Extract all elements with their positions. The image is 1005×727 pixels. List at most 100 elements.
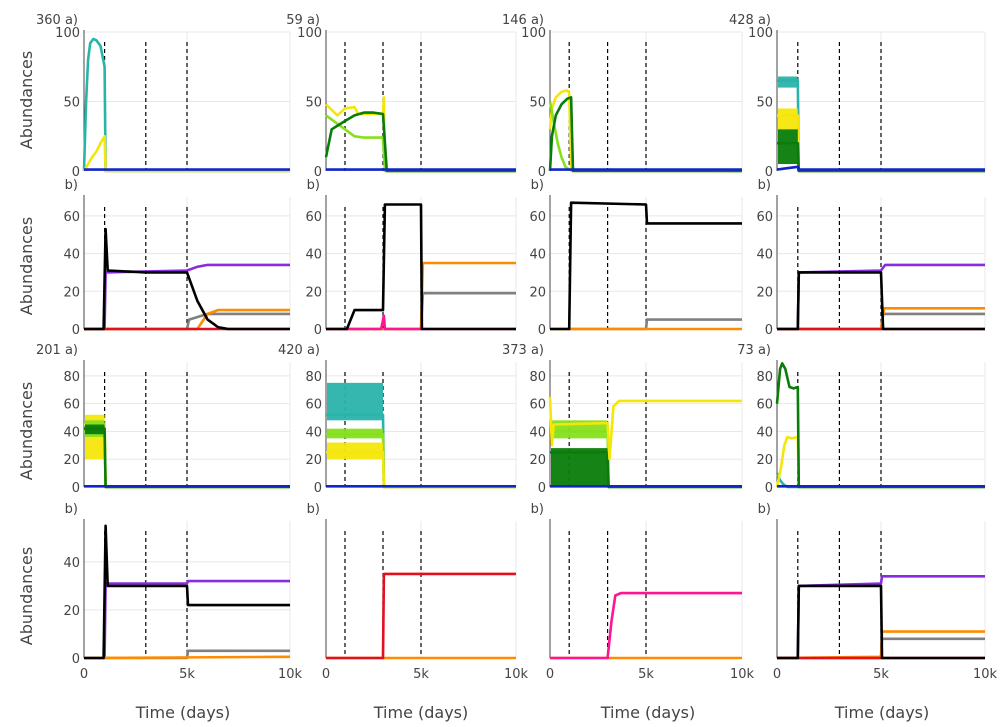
panel-label: 146 a)	[502, 13, 544, 28]
panel-r1c2: 0 20 40 60 b)	[529, 178, 743, 338]
panel-r2c2: 0 20 40 60 80 373 a)	[502, 343, 743, 496]
panel-r3c3: 0 5k 10k b)	[758, 502, 998, 682]
y-tick-label: 0	[765, 481, 773, 496]
series-band-green	[778, 129, 798, 165]
y-axis-title-row2: Abundances	[17, 217, 36, 315]
y-tick-label: 20	[756, 285, 773, 300]
y-tick-label: 20	[756, 453, 773, 468]
series-line-yellow	[548, 396, 742, 461]
panel-label: b)	[307, 178, 320, 193]
y-tick-label: 40	[305, 248, 322, 263]
y-tick-label: 20	[305, 285, 322, 300]
panel-label: 420 a)	[278, 343, 320, 358]
series-line-black	[550, 201, 742, 331]
series-line-black	[777, 271, 985, 331]
series-line-black	[326, 203, 516, 331]
y-tick-label: 40	[756, 248, 773, 263]
y-tick-label: 40	[63, 425, 80, 440]
panel-r2c0: 0 20 40 60 80 201 a)	[36, 343, 291, 496]
series-line-orange	[83, 655, 291, 660]
series-band-yellow	[327, 442, 383, 460]
y-tick-label: 40	[529, 425, 546, 440]
series-line-green	[324, 111, 516, 173]
y-tick-label: 80	[63, 370, 80, 385]
x-tick-label: 0	[80, 667, 88, 682]
y-tick-label: 50	[63, 96, 80, 111]
series-line-red	[326, 572, 516, 660]
y-tick-label: 0	[314, 481, 322, 496]
panel-label: b)	[65, 178, 78, 193]
series-line-teal	[82, 37, 290, 173]
y-tick-label: 80	[756, 370, 773, 385]
panel-r2c1: 0 20 40 60 80 420 a)	[278, 343, 517, 496]
x-tick-label: 10k	[973, 667, 998, 682]
x-axis-title-col3: Time (days)	[600, 703, 696, 722]
x-axis-title-col4: Time (days)	[834, 703, 930, 722]
series-line-blue	[776, 165, 985, 171]
panel-label: b)	[758, 178, 771, 193]
y-tick-label: 60	[305, 210, 322, 225]
y-tick-label: 40	[756, 425, 773, 440]
x-tick-label: 10k	[730, 667, 755, 682]
y-tick-label: 100	[55, 26, 80, 41]
x-tick-label: 0	[546, 667, 554, 682]
y-tick-label: 20	[63, 453, 80, 468]
y-tick-label: 80	[529, 370, 546, 385]
panel-label: b)	[758, 502, 771, 517]
y-tick-label: 100	[297, 26, 322, 41]
panel-r3c0: 0 20 40 0 5k 10k b)	[63, 502, 302, 682]
x-axis-title-col1: Time (days)	[135, 703, 231, 722]
panel-label: b)	[307, 502, 320, 517]
y-axis-title-row4: Abundances	[17, 547, 36, 645]
panel-label: b)	[65, 502, 78, 517]
panel-r3c1: 0 5k 10k b)	[307, 502, 529, 682]
panel-label: 201 a)	[36, 343, 78, 358]
x-tick-label: 5k	[638, 667, 654, 682]
panel-label: 59 a)	[286, 13, 320, 28]
y-tick-label: 0	[72, 323, 80, 338]
series-band-green	[551, 448, 608, 487]
panel-label: 428 a)	[729, 13, 771, 28]
y-tick-label: 20	[529, 285, 546, 300]
panel-label: 373 a)	[502, 343, 544, 358]
panel-r1c0: 0 20 40 60 b)	[63, 178, 291, 338]
y-tick-label: 60	[305, 398, 322, 413]
y-tick-label: 50	[756, 96, 773, 111]
series-line-black	[84, 524, 290, 660]
y-tick-label: 0	[538, 165, 546, 180]
series-band-yellow	[778, 108, 798, 130]
y-tick-label: 50	[529, 96, 546, 111]
x-tick-label: 10k	[278, 667, 303, 682]
x-tick-label: 5k	[873, 667, 889, 682]
y-tick-label: 50	[305, 96, 322, 111]
y-axis-title-row1: Abundances	[17, 51, 36, 149]
series-line-black	[777, 584, 985, 660]
y-tick-label: 40	[305, 425, 322, 440]
series-line-green	[777, 141, 985, 173]
y-tick-label: 40	[63, 556, 80, 571]
y-tick-label: 40	[63, 248, 80, 263]
series-line-gray	[550, 318, 742, 331]
x-tick-label: 0	[773, 667, 781, 682]
series-band-teal	[778, 76, 798, 88]
y-tick-label: 20	[63, 285, 80, 300]
y-tick-label: 80	[305, 370, 322, 385]
series-line-yellow	[82, 135, 290, 173]
panel-label: b)	[531, 502, 544, 517]
x-axis-title-col2: Time (days)	[373, 703, 469, 722]
panel-label: 73 a)	[737, 343, 771, 358]
y-tick-label: 0	[538, 323, 546, 338]
y-tick-label: 60	[756, 398, 773, 413]
y-tick-label: 0	[765, 165, 773, 180]
series-line-black	[84, 227, 290, 331]
panel-label: 360 a)	[36, 13, 78, 28]
series-line-green	[548, 96, 742, 173]
y-tick-label: 0	[72, 481, 80, 496]
y-tick-label: 20	[529, 453, 546, 468]
x-tick-label: 5k	[179, 667, 195, 682]
